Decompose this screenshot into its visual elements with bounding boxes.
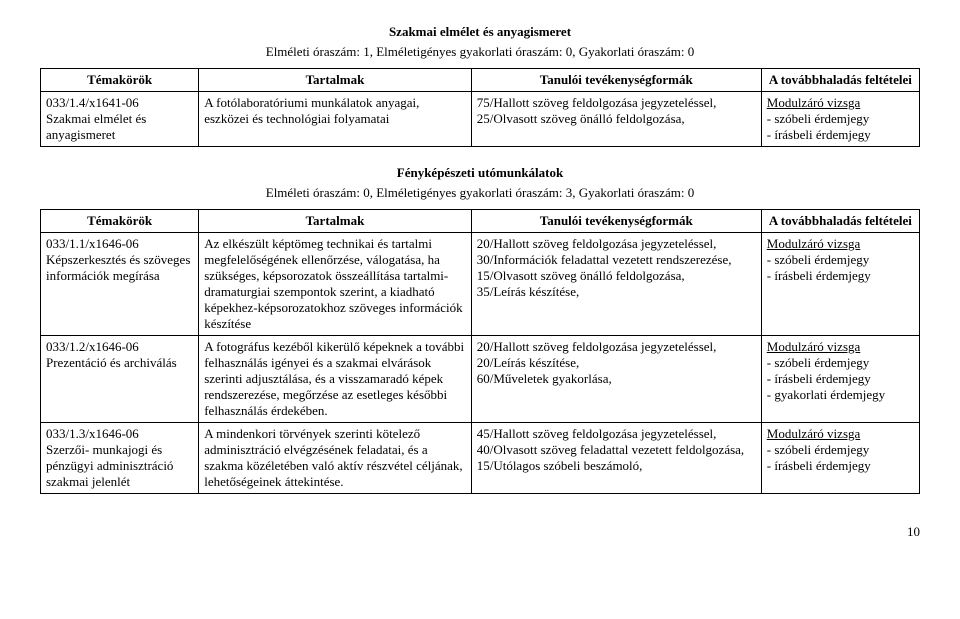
rest-text: - szóbeli érdemjegy- írásbeli érdemjegy-… [767,355,885,402]
cell: 45/Hallott szöveg feldolgozása jegyzetel… [471,423,761,494]
rest-text: - szóbeli érdemjegy- írásbeli érdemjegy [767,252,871,283]
cell: 20/Hallott szöveg feldolgozása jegyzetel… [471,233,761,336]
cell: Modulzáró vizsga- szóbeli érdemjegy- írá… [761,233,919,336]
rest-text: - szóbeli érdemjegy- írásbeli érdemjegy [767,111,871,142]
cell: Modulzáró vizsga- szóbeli érdemjegy- írá… [761,423,919,494]
cell: 033/1.2/x1646-06Prezentáció és archiválá… [41,336,199,423]
section1-title: Szakmai elmélet és anyagismeret [40,24,920,40]
cell: 20/Hallott szöveg feldolgozása jegyzetel… [471,336,761,423]
col-header: Témakörök [41,210,199,233]
underline-text: Modulzáró vizsga [767,426,861,441]
cell: 033/1.3/x1646-06Szerzői- munkajogi és pé… [41,423,199,494]
section2-subtitle: Elméleti óraszám: 0, Elméletigényes gyak… [40,185,920,201]
cell: Modulzáró vizsga- szóbeli érdemjegy- írá… [761,92,919,147]
page-number: 10 [40,524,920,540]
table-row: 033/1.3/x1646-06Szerzői- munkajogi és pé… [41,423,920,494]
table-2: Témakörök Tartalmak Tanulói tevékenységf… [40,209,920,494]
col-header: Témakörök [41,69,199,92]
cell: 033/1.1/x1646-06Képszerkesztés és szöveg… [41,233,199,336]
col-header: Tartalmak [199,69,471,92]
cell: A fotólaboratóriumi munkálatok anyagai, … [199,92,471,147]
table-row: 033/1.1/x1646-06Képszerkesztés és szöveg… [41,233,920,336]
table-row: 033/1.4/x1641-06Szakmai elmélet és anyag… [41,92,920,147]
table-row: 033/1.2/x1646-06Prezentáció és archiválá… [41,336,920,423]
cell: Modulzáró vizsga- szóbeli érdemjegy- írá… [761,336,919,423]
cell: A fotográfus kezéből kikerülő képeknek a… [199,336,471,423]
col-header: A továbbhaladás feltételei [761,69,919,92]
col-header: Tanulói tevékenységformák [471,69,761,92]
underline-text: Modulzáró vizsga [767,236,861,251]
table-1: Témakörök Tartalmak Tanulói tevékenységf… [40,68,920,147]
table-row: Témakörök Tartalmak Tanulói tevékenységf… [41,210,920,233]
cell: 033/1.4/x1641-06Szakmai elmélet és anyag… [41,92,199,147]
rest-text: - szóbeli érdemjegy- írásbeli érdemjegy [767,442,871,473]
section2-title: Fényképészeti utómunkálatok [40,165,920,181]
col-header: Tanulói tevékenységformák [471,210,761,233]
cell: 75/Hallott szöveg feldolgozása jegyzetel… [471,92,761,147]
underline-text: Modulzáró vizsga [767,339,861,354]
section1-subtitle: Elméleti óraszám: 1, Elméletigényes gyak… [40,44,920,60]
col-header: Tartalmak [199,210,471,233]
underline-text: Modulzáró vizsga [767,95,861,110]
table-row: Témakörök Tartalmak Tanulói tevékenységf… [41,69,920,92]
cell: A mindenkori törvények szerinti kötelező… [199,423,471,494]
col-header: A továbbhaladás feltételei [761,210,919,233]
cell: Az elkészült képtömeg technikai és tarta… [199,233,471,336]
